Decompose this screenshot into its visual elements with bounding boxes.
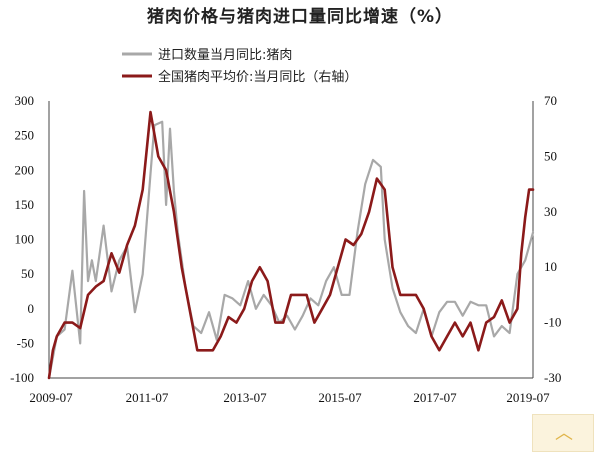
scroll-top-button[interactable]: ︿ — [532, 414, 594, 452]
y-left-tick-label: -100 — [10, 370, 34, 385]
x-tick-label: 2017-07 — [413, 390, 457, 405]
legend-label: 全国猪肉平均价:当月同比（右轴） — [158, 69, 357, 85]
x-tick-label: 2011-07 — [126, 390, 169, 405]
y-right-tick-label: 50 — [544, 148, 557, 163]
y-right-tick-label: 30 — [544, 204, 557, 219]
y-right-tick-label: -10 — [544, 315, 561, 330]
y-right-tick-label: 70 — [544, 93, 557, 108]
y-right-tick-label: -30 — [544, 370, 561, 385]
chart-title: 猪肉价格与猪肉进口量同比增速（%） — [146, 7, 454, 27]
series-line-import-volume — [47, 120, 535, 380]
y-left-tick-label: 100 — [15, 232, 35, 247]
y-left-tick-label: 300 — [15, 93, 35, 108]
y-right-tick-label: 10 — [544, 259, 557, 274]
chevron-up-icon: ︿ — [555, 423, 573, 444]
legend-label: 进口数量当月同比:猪肉 — [158, 48, 292, 63]
x-tick-label: 2009-07 — [29, 390, 73, 405]
x-tick-label: 2015-07 — [318, 390, 362, 405]
y-left-tick-label: 0 — [28, 301, 35, 316]
y-left-tick-label: 200 — [15, 162, 35, 177]
y-left-tick-label: 150 — [15, 197, 35, 212]
series-line-pork-price — [47, 110, 535, 380]
y-left-tick-label: 50 — [21, 266, 34, 281]
y-left-tick-label: 250 — [15, 128, 35, 143]
x-tick-label: 2019-07 — [506, 390, 550, 405]
x-tick-label: 2013-07 — [223, 390, 267, 405]
y-left-tick-label: -50 — [17, 335, 34, 350]
